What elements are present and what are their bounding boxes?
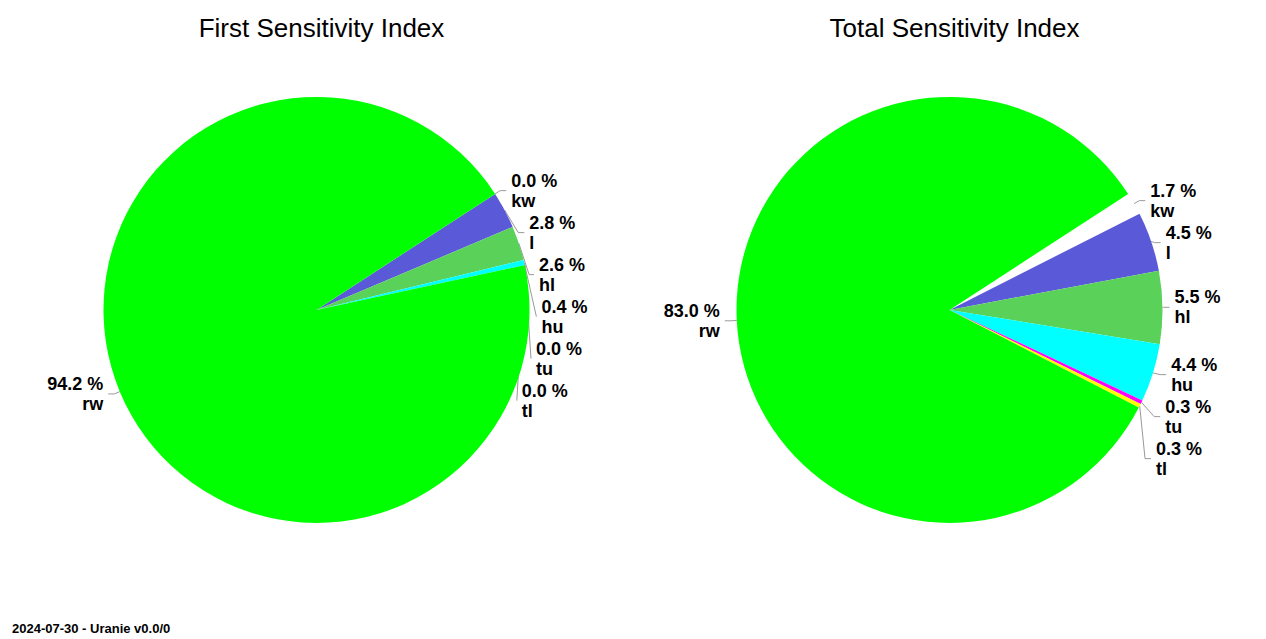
- svg-text:0.3 %: 0.3 %: [1165, 397, 1211, 417]
- svg-text:tl: tl: [1156, 459, 1167, 479]
- svg-text:1.7 %: 1.7 %: [1150, 181, 1196, 201]
- svg-text:hl: hl: [1174, 307, 1190, 327]
- svg-text:l: l: [529, 233, 534, 253]
- svg-text:hl: hl: [539, 275, 555, 295]
- svg-text:kw: kw: [511, 191, 536, 211]
- svg-text:2024-07-30 - Uranie v0.0/0: 2024-07-30 - Uranie v0.0/0: [12, 621, 170, 636]
- svg-text:rw: rw: [699, 321, 721, 341]
- svg-text:0.0 %: 0.0 %: [536, 339, 582, 359]
- svg-text:2.6 %: 2.6 %: [539, 255, 585, 275]
- svg-text:hu: hu: [541, 317, 563, 337]
- svg-text:tu: tu: [536, 359, 553, 379]
- svg-text:tl: tl: [522, 401, 533, 421]
- svg-text:First Sensitivity Index: First Sensitivity Index: [199, 13, 445, 43]
- svg-text:2.8 %: 2.8 %: [529, 213, 575, 233]
- svg-text:kw: kw: [1150, 201, 1175, 221]
- svg-text:rw: rw: [82, 394, 104, 414]
- svg-text:0.4 %: 0.4 %: [541, 297, 587, 317]
- svg-text:0.0 %: 0.0 %: [511, 171, 557, 191]
- svg-text:l: l: [1166, 243, 1171, 263]
- svg-text:hu: hu: [1171, 375, 1193, 395]
- svg-text:83.0 %: 83.0 %: [664, 301, 720, 321]
- svg-text:0.0 %: 0.0 %: [522, 381, 568, 401]
- svg-text:Total Sensitivity Index: Total Sensitivity Index: [829, 13, 1079, 43]
- svg-text:4.4 %: 4.4 %: [1171, 355, 1217, 375]
- svg-text:94.2 %: 94.2 %: [47, 374, 103, 394]
- svg-text:0.3 %: 0.3 %: [1156, 439, 1202, 459]
- svg-text:tu: tu: [1165, 417, 1182, 437]
- svg-text:5.5 %: 5.5 %: [1174, 287, 1220, 307]
- svg-text:4.5 %: 4.5 %: [1166, 223, 1212, 243]
